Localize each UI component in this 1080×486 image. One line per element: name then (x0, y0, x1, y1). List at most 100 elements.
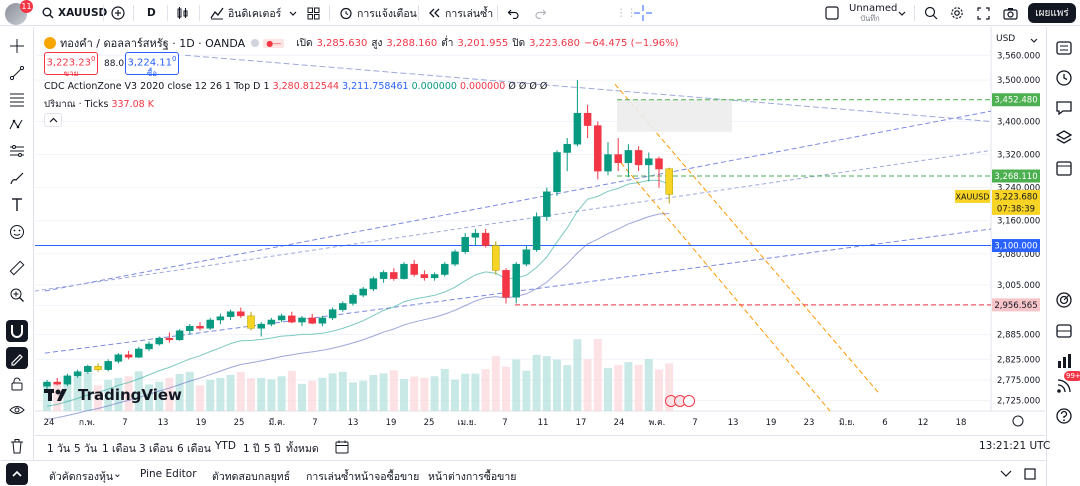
crosshair-center-icon[interactable] (633, 5, 653, 21)
cdc-indicator-legend[interactable]: CDC ActionZone V3 2020 close 12 26 1 Top… (44, 81, 547, 92)
hide-drawings-tool[interactable] (6, 399, 28, 421)
sell-button[interactable]: 3,223.230 ขาย (44, 52, 98, 78)
candle-body (145, 343, 153, 350)
alerts-panel-button[interactable] (1053, 67, 1075, 89)
candle-body (522, 249, 531, 265)
lock-drawings-tool[interactable] (6, 373, 28, 395)
chevron-down-icon[interactable]: ⌄ (113, 468, 122, 480)
quick-search-button[interactable] (924, 5, 938, 21)
price-tick-label: 2,825.000 (997, 355, 1040, 365)
range-button[interactable]: 5 ปี (264, 443, 281, 455)
emoji-tool[interactable] (6, 221, 28, 243)
symbol-title[interactable]: ทองคำ / ดอลลาร์สหรัฐ · 1D · OANDA (60, 37, 246, 50)
ruler-tool[interactable] (6, 257, 28, 279)
brush-tool[interactable] (6, 167, 28, 189)
layout-save-checkbox[interactable] (825, 5, 839, 21)
panel-tab[interactable]: Pine Editor (140, 468, 197, 480)
panel-tab[interactable]: การเล่นซ้ำหน้าจอซื้อขาย (306, 471, 420, 483)
snapshot-button[interactable] (1003, 5, 1018, 21)
compare-symbol-button[interactable] (111, 5, 125, 21)
interval-button[interactable]: D (147, 7, 156, 19)
magnet-tool[interactable] (6, 320, 28, 342)
panel-tab[interactable]: ตัวคัดกรองหุ้น (49, 471, 114, 483)
candle-body (420, 274, 429, 279)
help-button[interactable] (1053, 405, 1075, 427)
search-icon (42, 7, 54, 19)
clock-display[interactable]: 13:21:21 UTC (979, 440, 1051, 452)
candle-body (328, 309, 337, 319)
watchlist-button[interactable] (1053, 37, 1075, 59)
layouts-button[interactable] (307, 5, 320, 21)
price-tick-label: 3,240.000 (997, 184, 1040, 194)
target-button[interactable] (1053, 289, 1075, 311)
range-button[interactable]: YTD (215, 440, 236, 452)
range-button[interactable]: 5 วัน (74, 443, 98, 455)
undo-button[interactable] (507, 5, 520, 21)
collapse-legend-button[interactable] (44, 113, 62, 127)
object-tree-toggle[interactable] (6, 463, 28, 485)
candle-body (216, 316, 225, 321)
expand-panel-button[interactable] (1024, 468, 1036, 483)
indicators-icon (210, 7, 224, 20)
currency-dropdown[interactable] (1030, 34, 1038, 47)
candle-body (543, 191, 551, 217)
eye-toggle-icon[interactable]: ●— (263, 38, 285, 48)
maximize-panel-button[interactable] (1000, 468, 1012, 481)
drawing-toolbar (0, 27, 34, 460)
volume-bar (165, 377, 174, 411)
screener-button[interactable] (1053, 350, 1075, 372)
range-button[interactable]: 1 เดือน (102, 443, 136, 455)
time-tick-label: พ.ค. (649, 418, 666, 428)
volume-bar (593, 339, 602, 411)
layers-button[interactable] (1053, 127, 1075, 149)
publish-button[interactable]: เผยแพร่ (1028, 3, 1076, 23)
range-button[interactable]: 3 เดือน (139, 443, 173, 455)
buy-price-pip: 0 (172, 55, 177, 63)
symbol-label: XAUUSD (58, 7, 108, 19)
fullscreen-button[interactable] (977, 5, 990, 21)
ideas-button[interactable] (1053, 320, 1075, 342)
layout-dropdown[interactable] (897, 5, 907, 21)
volume-bar (226, 374, 235, 411)
currency-label[interactable]: USD (996, 34, 1016, 44)
volume-bar (532, 354, 541, 411)
stay-drawing-tool[interactable] (6, 347, 28, 369)
prediction-tool[interactable] (6, 140, 28, 162)
brush-icon (10, 172, 24, 185)
buy-button[interactable]: 3,224.110 ซื้อ (125, 52, 179, 78)
trendline-icon (9, 65, 25, 81)
trendline-tool[interactable] (6, 62, 28, 84)
volume-indicator-legend[interactable]: ปริมาณ · Ticks 337.08 K (44, 97, 154, 112)
text-tool[interactable] (6, 194, 28, 216)
settings-button[interactable] (950, 5, 964, 21)
candle-body (155, 337, 163, 345)
replay-button[interactable]: การเล่นซ้ำ (427, 5, 493, 21)
panel-tab[interactable]: หน้าต่างการซื้อขาย (428, 471, 517, 483)
chart-type-button[interactable] (177, 5, 189, 21)
layout-name-button[interactable]: Unnamed บันทึก (849, 3, 897, 23)
range-button[interactable]: 6 เดือน (177, 443, 211, 455)
data-window-button[interactable] (1053, 97, 1075, 119)
indicators-button[interactable]: อินดิเคเตอร์ (210, 5, 281, 21)
fib-tool[interactable] (6, 88, 28, 110)
notifications-button[interactable]: 99+ (1053, 371, 1080, 397)
panel-tab[interactable]: ตัวทดสอบกลยุทธ์ (212, 471, 291, 483)
symbol-search-button[interactable]: XAUUSD (42, 5, 107, 21)
delete-drawings-tool[interactable] (6, 435, 28, 457)
crosshair-tool[interactable] (6, 35, 28, 57)
pattern-tool[interactable] (6, 114, 28, 136)
range-button[interactable]: 1 ปี (243, 443, 260, 455)
alert-button[interactable]: การแจ้งเตือน (339, 5, 417, 21)
zoom-tool[interactable] (6, 284, 28, 306)
price-chart[interactable]: 3,560.000 3,500.000 3,400.000 3,320.000 3,24… (35, 27, 1045, 435)
drag-handle-icon[interactable]: ⋮⋮ (616, 7, 637, 19)
indicators-dropdown[interactable] (288, 5, 298, 21)
candle-body (196, 325, 204, 329)
redo-button[interactable] (534, 5, 547, 21)
range-button[interactable]: ทั้งหมด (286, 443, 319, 455)
calendar-button[interactable] (1053, 157, 1075, 179)
goto-date-button[interactable] (335, 440, 349, 457)
time-tick-label: 25 (234, 418, 245, 428)
time-tick-label: มิ.ย. (839, 418, 855, 428)
range-button[interactable]: 1 วัน (47, 443, 71, 455)
